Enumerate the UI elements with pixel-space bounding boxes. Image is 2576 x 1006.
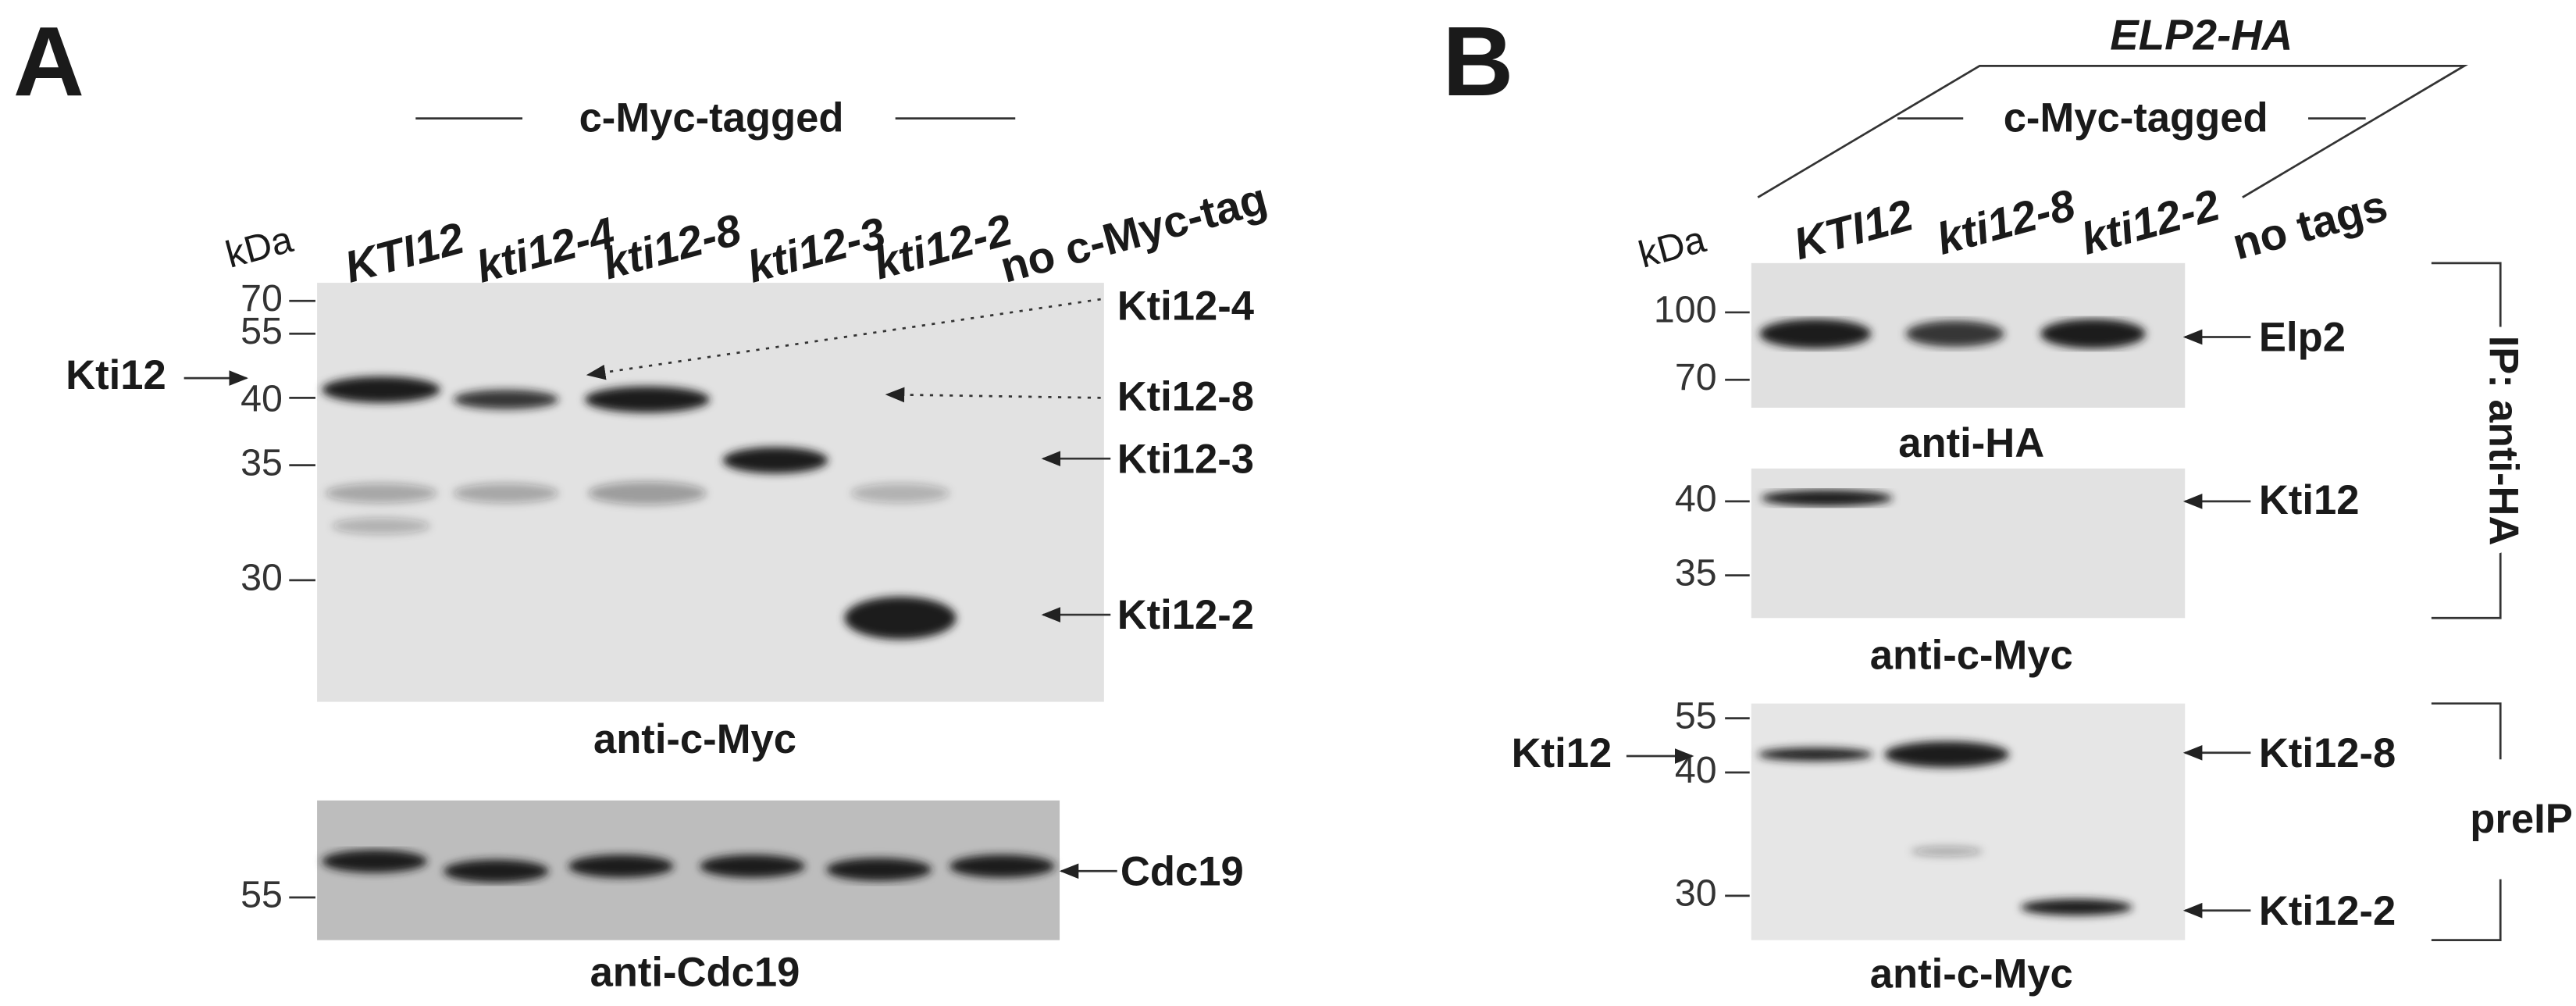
bands — [322, 376, 957, 640]
band — [322, 849, 428, 873]
kda-label: kDa — [1634, 218, 1710, 276]
band-label: Kti12-8 — [2259, 730, 2396, 776]
panel-label: B — [1442, 6, 1513, 116]
lane-label: kti12-8 — [1932, 180, 2081, 265]
marker: 70 — [1675, 356, 1717, 398]
header-line — [1757, 64, 2468, 198]
band — [588, 481, 707, 505]
lane-label: KTI12 — [340, 214, 469, 293]
arrow — [885, 387, 1101, 403]
band-label: Kti12 — [2259, 477, 2360, 523]
bracket — [2431, 702, 2502, 942]
bands — [322, 849, 1055, 883]
lane-label: kti12-2 — [869, 205, 1017, 289]
marker: 55 — [1675, 694, 1717, 737]
band-label: Kti12-4 — [1117, 284, 1254, 330]
band — [585, 386, 710, 413]
band-label: Cdc19 — [1121, 848, 1244, 894]
band — [722, 447, 828, 474]
antibody-label: anti-c-Myc — [593, 716, 796, 762]
bands — [1758, 741, 2132, 916]
arrow — [586, 298, 1101, 380]
marker: 30 — [240, 557, 283, 599]
antibody-label: anti-Cdc19 — [590, 950, 800, 996]
antibody-label: anti-c-Myc — [1870, 951, 2073, 997]
band — [1759, 319, 1872, 349]
band-label: Kti12-8 — [1117, 373, 1254, 419]
blot — [317, 800, 1060, 940]
band-label: Kti12-2 — [2259, 888, 2396, 934]
lane-label: no c-Myc-tag — [996, 174, 1273, 293]
band — [444, 859, 549, 883]
band — [1761, 490, 1893, 507]
band — [1758, 747, 1873, 762]
lane-label: KTI12 — [1789, 191, 1919, 269]
antibody-label: anti-HA — [1898, 420, 2044, 466]
band — [1910, 846, 1983, 857]
marker: 70 — [240, 277, 283, 319]
band-label: Kti12-3 — [1117, 436, 1254, 482]
marker: 35 — [240, 441, 283, 483]
lane-label: kti12-2 — [2076, 180, 2225, 264]
band — [844, 596, 957, 640]
band — [453, 483, 559, 503]
header: ELP2-HA — [2110, 10, 2293, 59]
bracket — [2431, 262, 2502, 619]
marker: 100 — [1654, 289, 1717, 331]
side-label: IP: anti-HA — [2480, 336, 2526, 546]
band-label: Kti12 — [1512, 730, 1612, 776]
band — [950, 854, 1055, 878]
lane-label: kti12-3 — [743, 209, 891, 292]
antibody-label: anti-c-Myc — [1870, 632, 2073, 678]
band — [700, 854, 805, 878]
header: c-Myc-tagged — [2004, 95, 2268, 141]
band — [850, 483, 950, 503]
band — [453, 389, 559, 410]
band — [1905, 320, 2004, 348]
band — [2020, 899, 2132, 916]
band-label: Kti12-2 — [1117, 592, 1254, 638]
band — [322, 376, 440, 403]
band — [325, 483, 437, 503]
kda-label: kDa — [221, 218, 297, 276]
header: c-Myc-tagged — [579, 95, 844, 141]
side-label: preIP — [2470, 796, 2572, 842]
lane-label: no tags — [2228, 181, 2393, 269]
blot — [317, 283, 1104, 702]
marker: 55 — [240, 874, 283, 916]
marker: 40 — [240, 377, 283, 419]
band — [568, 854, 674, 878]
markers: 70 55 40 35 30 — [240, 277, 315, 599]
marker: 40 — [1675, 478, 1717, 520]
lane-label: kti12-8 — [598, 205, 747, 290]
marker: 35 — [1675, 551, 1717, 594]
band-label: Elp2 — [2259, 315, 2346, 361]
marker: 30 — [1675, 872, 1717, 915]
panel-label: A — [13, 6, 84, 116]
band — [331, 517, 431, 534]
band-label: Kti12 — [66, 352, 166, 398]
band — [1884, 741, 2010, 768]
marker: 55 — [240, 310, 283, 352]
bands — [1759, 319, 2146, 349]
band — [826, 858, 932, 881]
lane-label: kti12-4 — [472, 209, 620, 292]
band — [2040, 319, 2146, 349]
